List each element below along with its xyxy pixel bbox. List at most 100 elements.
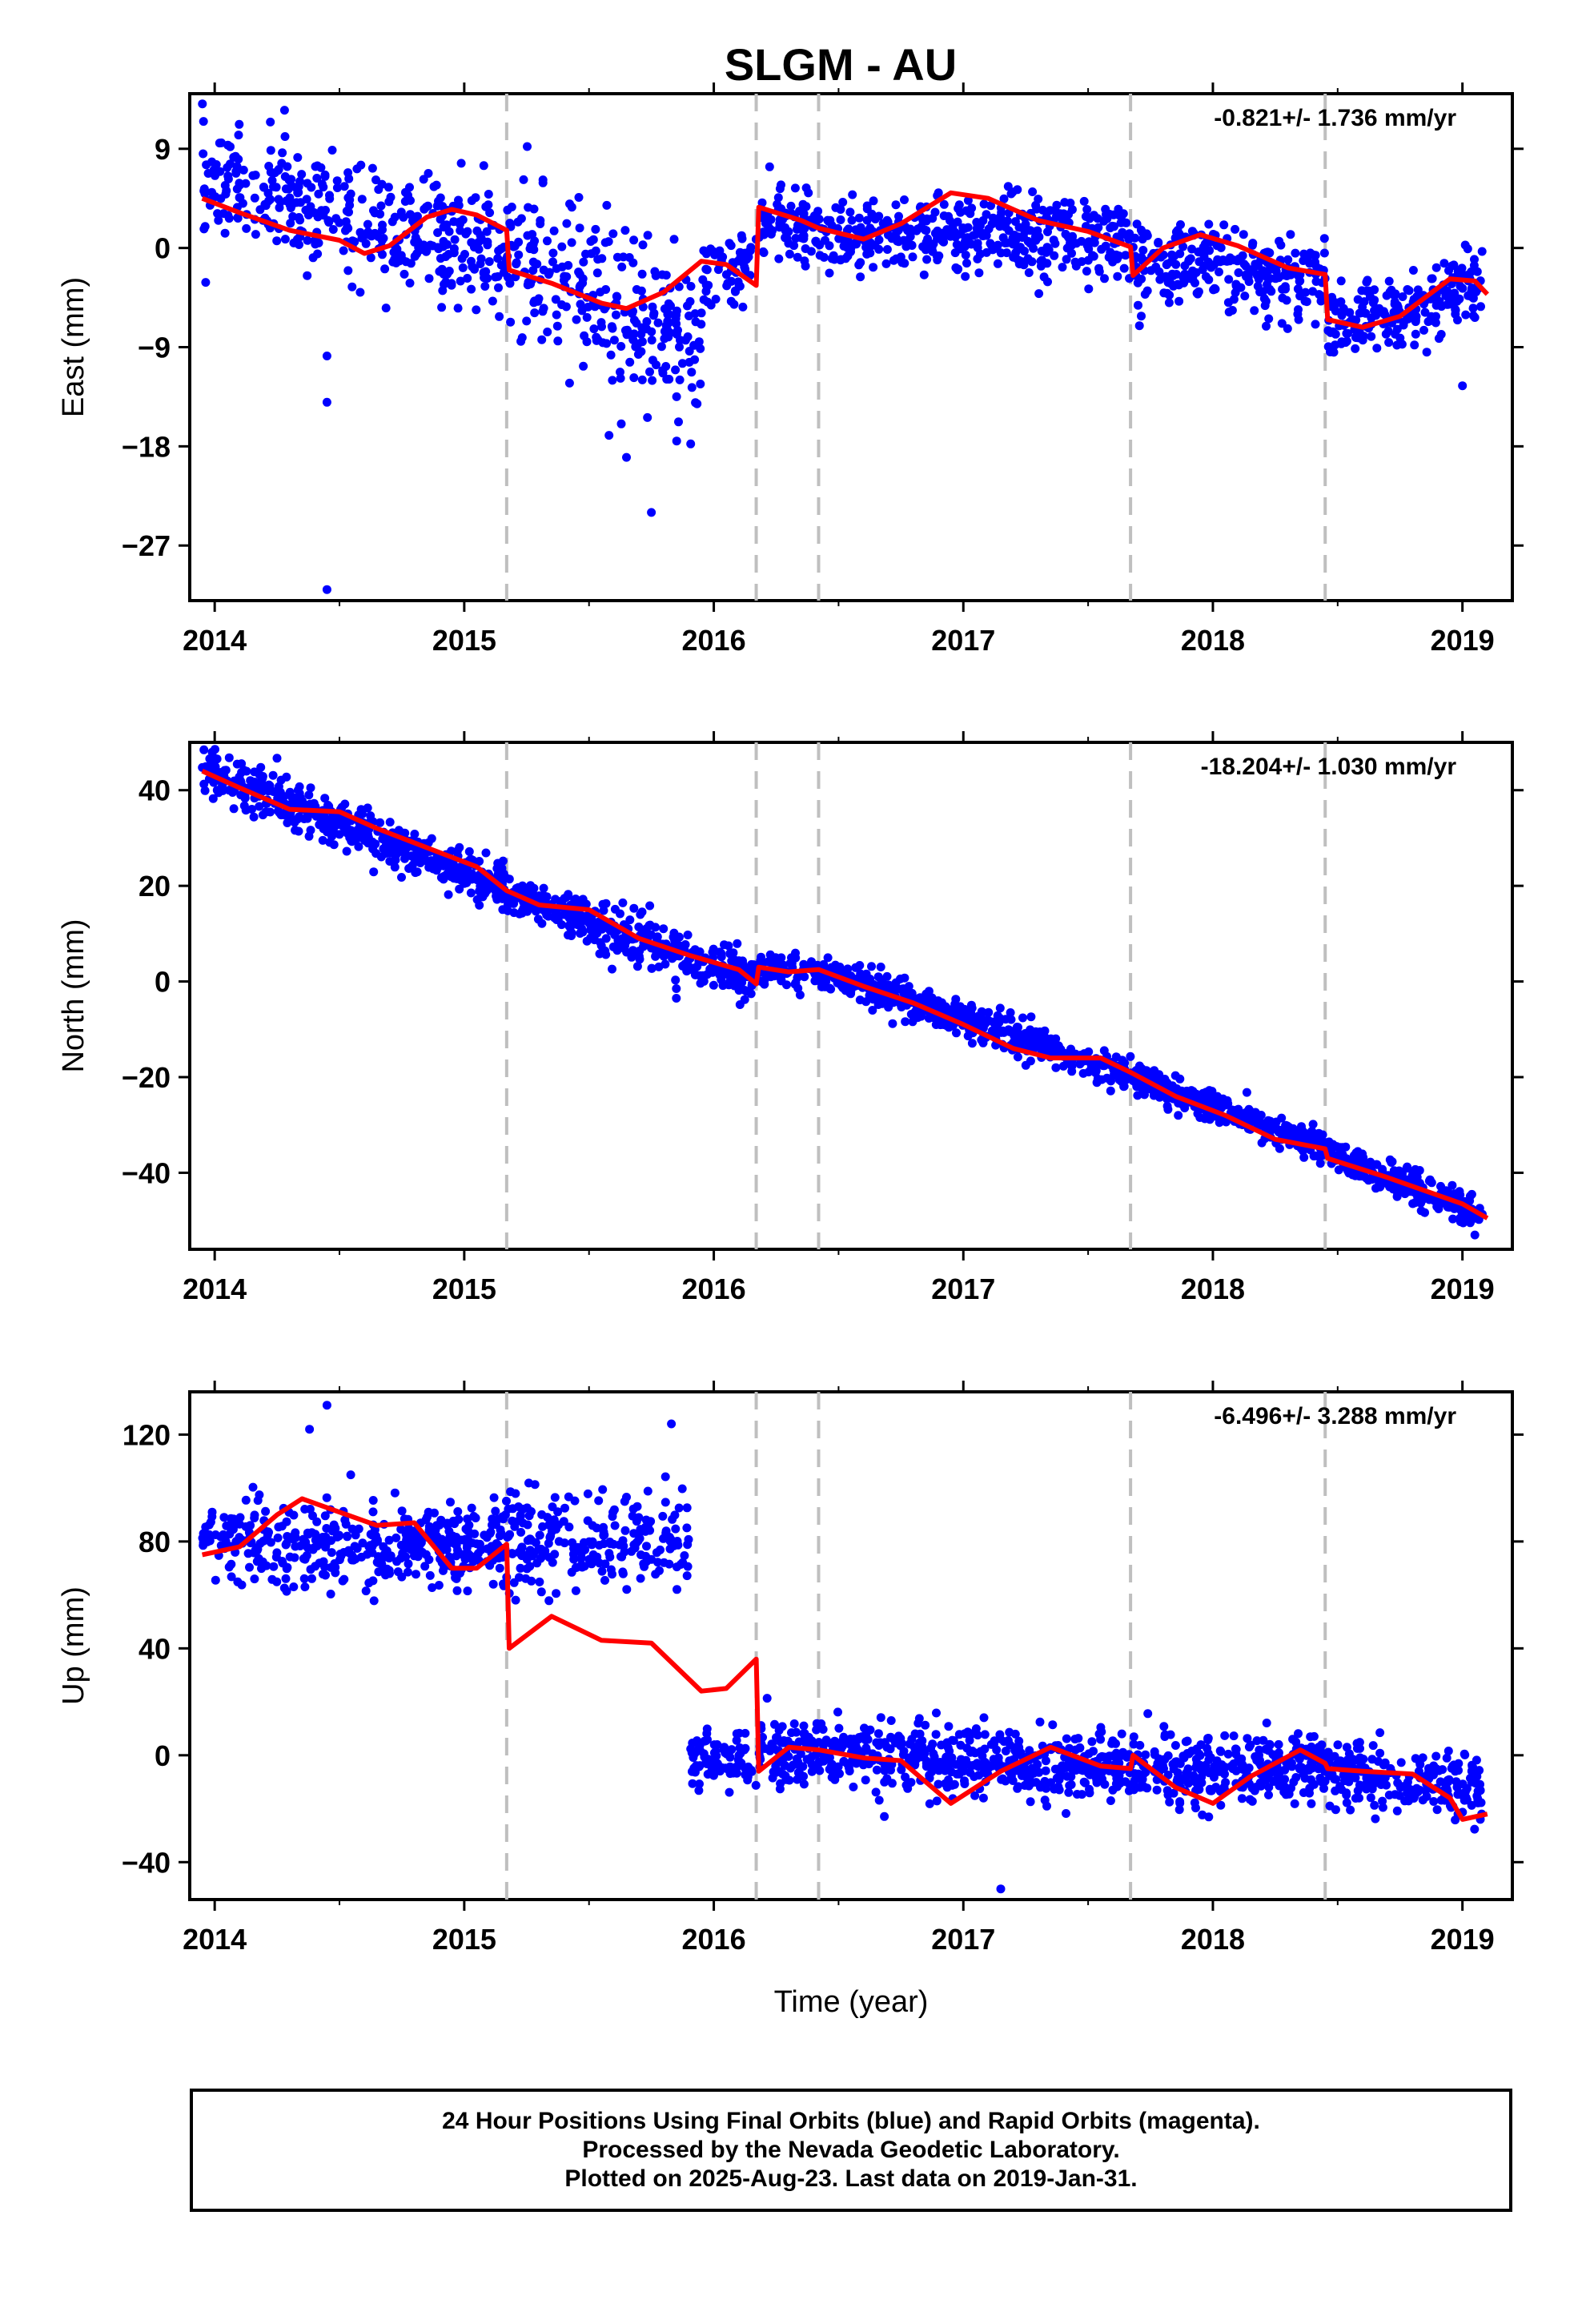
- data-point: [286, 219, 295, 228]
- data-point: [1142, 286, 1152, 296]
- data-point: [1398, 292, 1407, 301]
- data-point: [261, 1506, 271, 1516]
- data-point: [1120, 1076, 1130, 1085]
- data-point: [1085, 1788, 1094, 1798]
- data-point: [446, 1536, 456, 1545]
- data-point: [1051, 1063, 1061, 1072]
- y-axis-label: North (mm): [57, 919, 90, 1072]
- data-point: [988, 213, 998, 223]
- data-point: [1477, 247, 1487, 256]
- data-point: [419, 850, 428, 859]
- data-point: [211, 745, 219, 754]
- data-point: [642, 1557, 652, 1566]
- data-point: [1210, 283, 1219, 293]
- data-point: [1231, 224, 1240, 234]
- data-point: [550, 1493, 560, 1502]
- data-point: [636, 1550, 645, 1559]
- data-point: [332, 183, 342, 192]
- data-point: [1276, 240, 1286, 250]
- data-point: [318, 835, 327, 845]
- data-point: [974, 268, 984, 278]
- data-point: [836, 255, 845, 264]
- data-point: [1436, 1181, 1445, 1191]
- data-point: [546, 1531, 556, 1541]
- outlier-point: [672, 984, 681, 993]
- data-point: [530, 308, 540, 318]
- data-point: [264, 1527, 273, 1537]
- data-point: [326, 1590, 335, 1598]
- data-point: [550, 1550, 560, 1559]
- data-point: [1122, 218, 1131, 227]
- velocity-rate-label: -0.821+/- 1.736 mm/yr: [1214, 105, 1456, 131]
- data-point: [405, 279, 415, 287]
- data-point: [595, 1558, 604, 1568]
- data-point: [397, 1572, 407, 1582]
- data-point: [999, 194, 1009, 203]
- data-point: [209, 760, 219, 770]
- data-point: [280, 132, 290, 141]
- data-point: [1242, 1088, 1251, 1097]
- data-point: [237, 1580, 247, 1590]
- data-point: [552, 321, 562, 331]
- y-tick-label: 0: [155, 1739, 171, 1772]
- data-point: [258, 786, 267, 796]
- data-point: [882, 245, 892, 254]
- data-point: [294, 213, 303, 222]
- data-point: [1254, 261, 1263, 271]
- data-point: [1319, 234, 1329, 243]
- data-point: [299, 1554, 308, 1563]
- data-point: [579, 257, 588, 267]
- data-point: [1234, 268, 1243, 277]
- data-point: [367, 163, 377, 173]
- data-point: [328, 225, 338, 234]
- data-point: [327, 1548, 336, 1558]
- data-point: [707, 964, 717, 974]
- data-point: [354, 842, 363, 851]
- data-point: [205, 1536, 215, 1546]
- y-tick-label: 120: [122, 1418, 171, 1451]
- data-point: [1293, 284, 1303, 294]
- data-point: [686, 282, 696, 291]
- data-point: [610, 1521, 620, 1530]
- data-point: [652, 932, 662, 942]
- data-point: [593, 335, 603, 344]
- data-point: [571, 1563, 580, 1572]
- data-point: [424, 274, 434, 283]
- data-point: [214, 215, 223, 225]
- data-point: [807, 1752, 817, 1761]
- data-point: [361, 230, 371, 239]
- data-point: [591, 224, 600, 234]
- data-point: [268, 770, 278, 780]
- data-point: [374, 232, 383, 241]
- data-point: [594, 1496, 604, 1506]
- data-point: [266, 146, 275, 155]
- data-point: [341, 1519, 351, 1529]
- data-point: [790, 183, 800, 193]
- data-point: [1091, 1066, 1101, 1076]
- data-point: [618, 1567, 628, 1577]
- data-point: [1319, 248, 1329, 258]
- data-point: [564, 931, 572, 940]
- data-point: [1082, 205, 1092, 214]
- data-point: [1408, 266, 1418, 275]
- y-axis-label: Up (mm): [57, 1586, 90, 1705]
- data-point: [446, 1498, 455, 1507]
- data-point: [246, 776, 255, 786]
- data-point: [346, 829, 355, 838]
- data-point: [320, 171, 330, 181]
- data-point: [1089, 211, 1098, 220]
- data-point: [467, 238, 476, 247]
- data-point: [424, 169, 433, 178]
- data-point: [1113, 1782, 1122, 1791]
- data-point: [343, 223, 353, 233]
- data-point: [643, 231, 652, 240]
- data-point: [505, 219, 515, 228]
- data-point: [683, 1540, 693, 1550]
- data-point: [554, 1520, 564, 1530]
- data-point: [553, 336, 563, 346]
- data-point: [647, 963, 656, 973]
- data-point: [660, 334, 669, 344]
- x-tick-label: 2017: [931, 1923, 995, 1956]
- data-point: [223, 171, 233, 181]
- data-point: [1039, 272, 1049, 282]
